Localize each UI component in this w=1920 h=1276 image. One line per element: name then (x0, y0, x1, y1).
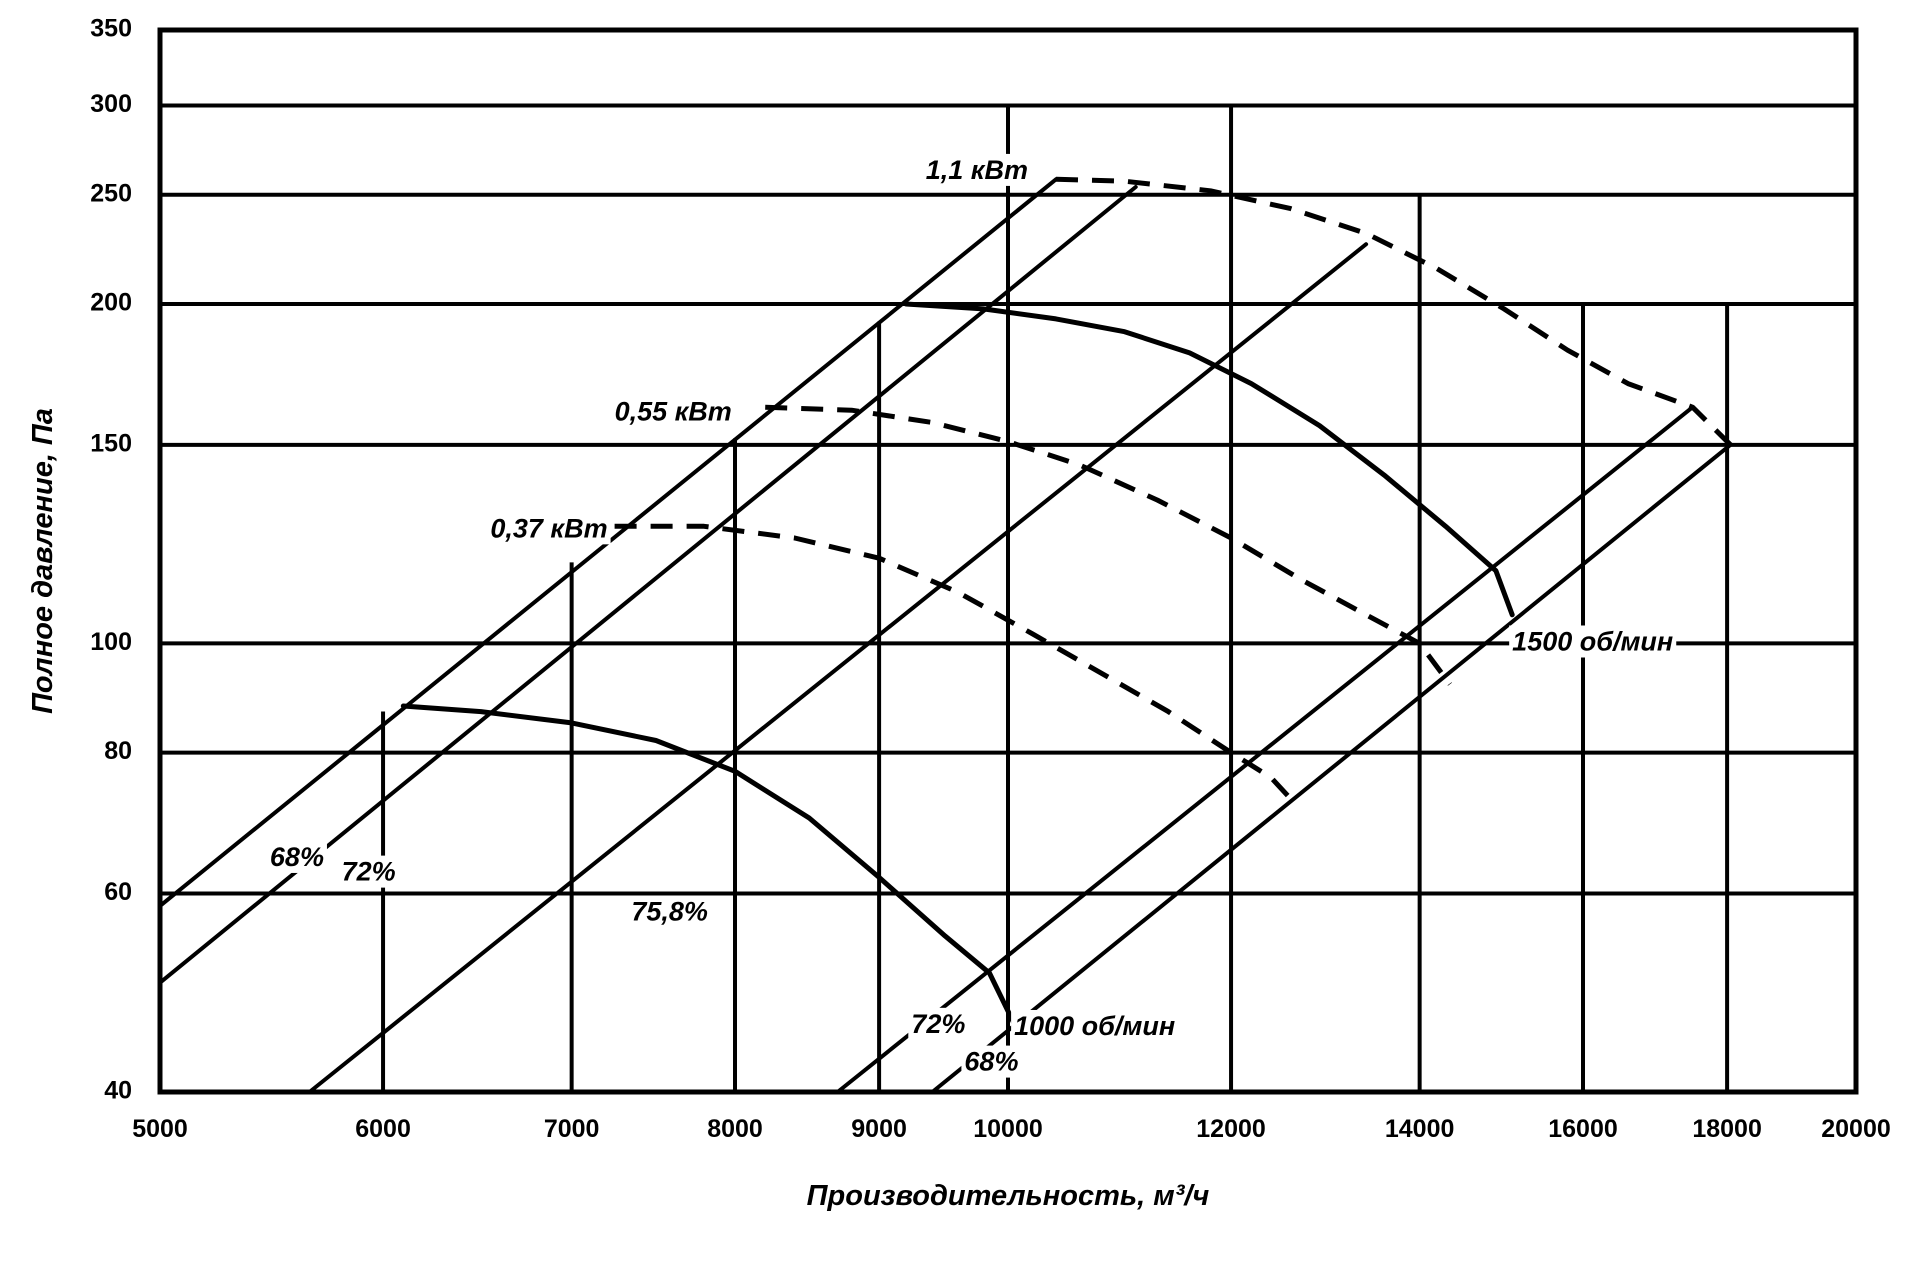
annotation-text: 68% (270, 842, 324, 872)
series-line-75-8 (307, 242, 1369, 1094)
annotation-background (611, 395, 735, 428)
y-tick-label: 200 (90, 289, 132, 317)
series-line-68 (930, 442, 1733, 1094)
annotation-label: 0,37 кВт (487, 512, 611, 545)
x-tick-label: 14000 (1385, 1115, 1455, 1143)
annotation-text: 0,37 кВт (490, 513, 607, 543)
annotation-background (628, 895, 711, 928)
annotation-label: 72% (908, 1007, 969, 1040)
annotation-label: 72% (338, 855, 399, 888)
x-tick-label: 7000 (544, 1115, 600, 1143)
annotations: 1,1 кВт 0,55 кВт 0,37 кВт 1500 об/мин 1000 о… (266, 153, 1677, 1078)
annotation-text: 0,55 кВт (615, 396, 732, 426)
series-line-0-37-квт (614, 523, 1298, 806)
y-tick-label: 100 (90, 628, 132, 656)
annotation-background (922, 153, 1032, 186)
annotation-background (961, 1045, 1022, 1078)
annotation-background (1011, 1009, 1179, 1042)
y-tick-label: 40 (104, 1077, 132, 1105)
annotation-label: 0,55 кВт (611, 395, 735, 428)
annotation-label: 1000 об/мин (1011, 1009, 1179, 1042)
x-tick-label: 20000 (1821, 1115, 1891, 1143)
annotation-text: 72% (911, 1009, 965, 1039)
y-tick-label: 150 (90, 429, 132, 457)
y-tick-label: 250 (90, 179, 132, 207)
annotation-label: 1,1 кВт (922, 153, 1032, 186)
x-tick-label: 10000 (973, 1115, 1043, 1143)
x-axis-title: Производительность, м³/ч (807, 1180, 1210, 1212)
series-line-72 (835, 405, 1695, 1094)
annotation-text: 75,8% (631, 897, 708, 927)
x-tick-label: 16000 (1548, 1115, 1618, 1143)
y-tick-label: 350 (90, 15, 132, 43)
annotation-background (338, 855, 399, 888)
annotation-background (908, 1007, 969, 1040)
x-tick-label: 18000 (1692, 1115, 1762, 1143)
y-tick-label: 60 (104, 878, 132, 906)
annotation-label: 75,8% (628, 895, 711, 928)
annotation-text: 1000 об/мин (1014, 1011, 1175, 1041)
annotation-text: 72% (342, 857, 396, 887)
x-tick-label: 6000 (355, 1115, 411, 1143)
series-line-1000-об-мин (400, 703, 1017, 1027)
y-axis-title: Полное давление, Па (27, 408, 59, 714)
annotation-label: 68% (961, 1045, 1022, 1078)
x-tick-label: 9000 (851, 1115, 907, 1143)
y-tick-label: 80 (104, 737, 132, 765)
series-line-1500-об-мин (903, 301, 1515, 618)
annotation-background (1509, 625, 1677, 658)
annotation-background (266, 840, 327, 873)
annotation-text: 68% (964, 1047, 1018, 1077)
series-line-0-55-квт (765, 404, 1452, 686)
annotation-text: 1,1 кВт (926, 155, 1028, 185)
annotation-label: 68% (266, 840, 327, 873)
plot-frame (157, 27, 1859, 1095)
annotation-label: 1500 об/мин (1509, 625, 1677, 658)
series-line-1-1-квт (1055, 176, 1733, 447)
x-tick-label: 5000 (132, 1115, 188, 1143)
annotation-text: 1500 об/мин (1512, 626, 1673, 656)
x-tick-label: 12000 (1196, 1115, 1266, 1143)
y-tick-label: 300 (90, 90, 132, 118)
annotation-background (487, 512, 611, 545)
tick-labels: 5000 6000 7000 8000 9000 10000 12000 14000 16000… (90, 15, 1890, 1143)
x-tick-label: 8000 (707, 1115, 763, 1143)
